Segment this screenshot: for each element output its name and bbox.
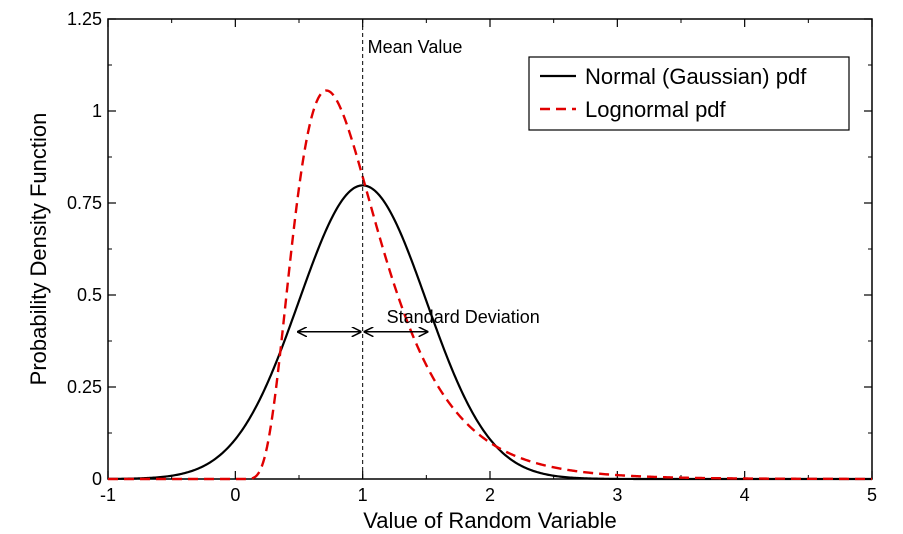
mean-value-label: Mean Value (368, 37, 463, 57)
series-line-normal (107, 184, 872, 481)
x-tick-label: 4 (740, 485, 750, 505)
x-tick-label: 1 (358, 485, 368, 505)
x-tick-labels: -1 0 1 2 3 4 5 (100, 485, 877, 505)
x-tick-label: 2 (485, 485, 495, 505)
y-tick-label: 1 (92, 101, 102, 121)
y-axis-label: Probability Density Function (26, 113, 51, 386)
legend-label-lognormal: Lognormal pdf (585, 97, 727, 122)
standard-deviation-label: Standard Deviation (387, 307, 540, 327)
y-tick-label: 0 (92, 469, 102, 489)
y-tick-label: 0.5 (77, 285, 102, 305)
x-tick-label: -1 (100, 485, 116, 505)
legend-label-normal: Normal (Gaussian) pdf (585, 64, 807, 89)
x-tick-label: 3 (612, 485, 622, 505)
legend-box (528, 56, 850, 131)
x-tick-label: 5 (867, 485, 877, 505)
x-axis-label: Value of Random Variable (363, 508, 617, 533)
legend: Normal (Gaussian) pdf Lognormal pdf (528, 56, 850, 131)
x-tick-label: 0 (230, 485, 240, 505)
y-tick-label: 0.75 (67, 193, 102, 213)
y-tick-label: 0.25 (67, 377, 102, 397)
y-tick-label: 1.25 (67, 9, 102, 29)
y-tick-labels: 0 0.25 0.5 0.75 1 1.25 (67, 9, 102, 489)
series-line-lognormal (108, 89, 872, 481)
